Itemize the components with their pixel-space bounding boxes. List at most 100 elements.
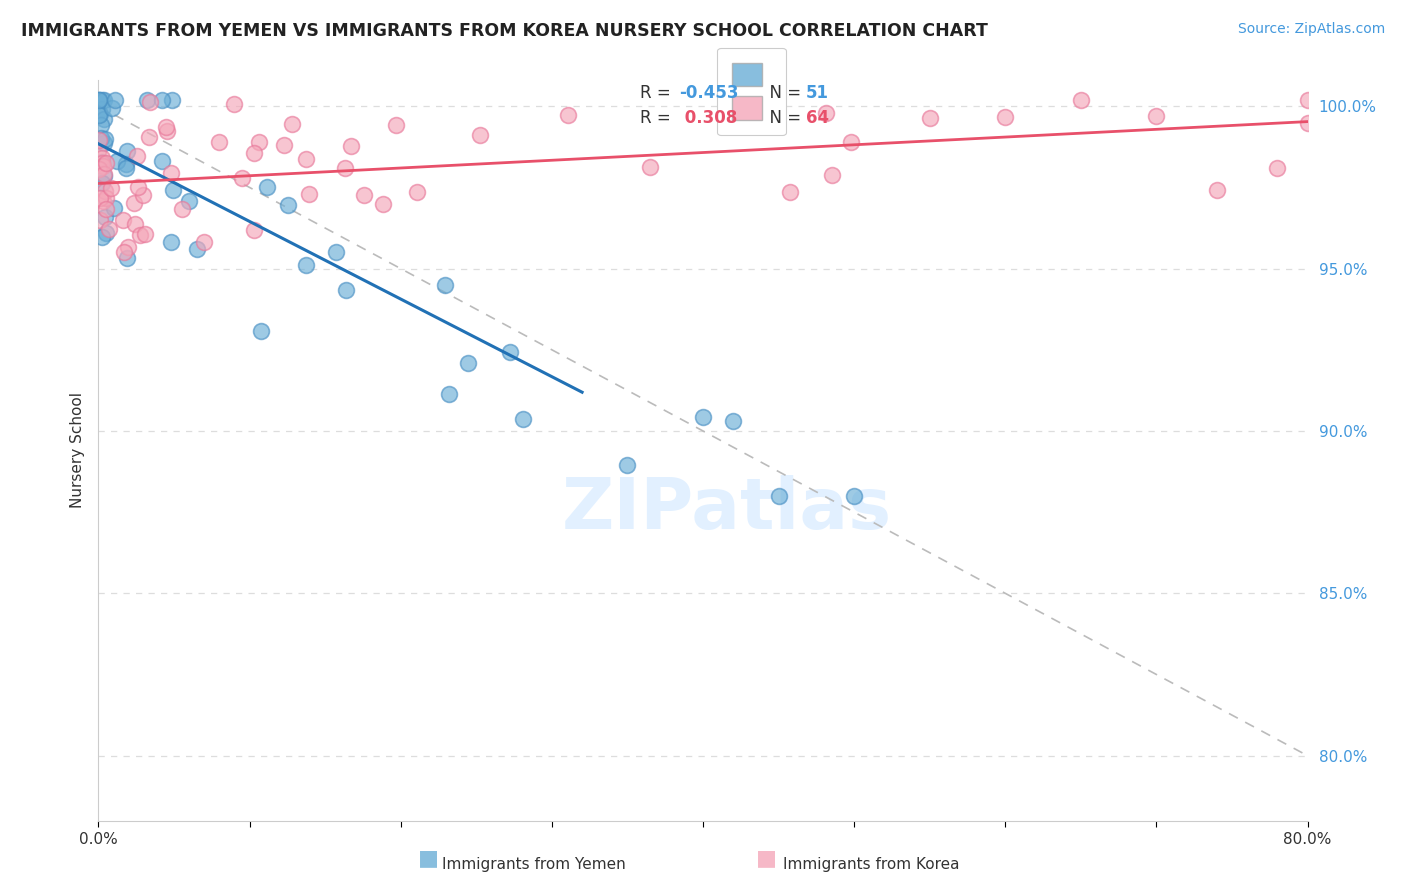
Point xyxy=(193,235,215,249)
Point xyxy=(340,138,363,153)
Point xyxy=(91,160,114,174)
Point xyxy=(90,131,112,145)
Y-axis label: Nursery School: Nursery School xyxy=(69,392,84,508)
Point xyxy=(281,117,304,131)
Point xyxy=(434,278,457,293)
Point xyxy=(115,156,138,170)
Point xyxy=(89,107,111,121)
Point xyxy=(139,95,162,110)
Point xyxy=(124,217,146,231)
Text: -0.453: -0.453 xyxy=(679,84,738,102)
Point xyxy=(231,170,253,185)
Point xyxy=(94,132,117,146)
Point xyxy=(839,136,862,150)
Point xyxy=(498,345,520,359)
Point xyxy=(242,223,264,237)
Text: ■: ■ xyxy=(419,848,439,868)
Point xyxy=(103,201,125,215)
Point xyxy=(256,180,278,194)
Point xyxy=(104,93,127,107)
Point xyxy=(97,222,120,236)
Point xyxy=(89,191,111,205)
Point xyxy=(1296,116,1319,130)
Point xyxy=(115,145,138,159)
Text: Immigrants from Korea: Immigrants from Korea xyxy=(783,857,960,872)
Text: R =: R = xyxy=(640,109,676,127)
Point xyxy=(94,227,117,241)
Point xyxy=(122,196,145,211)
Point xyxy=(325,245,347,260)
Text: ■: ■ xyxy=(756,848,776,868)
Point xyxy=(844,489,866,503)
Point xyxy=(723,414,745,428)
Point xyxy=(128,228,150,243)
Point xyxy=(242,146,264,161)
Text: 64: 64 xyxy=(806,109,828,127)
Point xyxy=(170,202,193,217)
Point xyxy=(512,411,534,425)
Point xyxy=(150,93,173,107)
Point xyxy=(692,409,714,424)
Point xyxy=(273,138,295,153)
Point xyxy=(371,197,394,211)
Point xyxy=(186,243,208,257)
Point xyxy=(117,240,139,254)
Text: ZIPatlas: ZIPatlas xyxy=(562,475,893,544)
Point xyxy=(333,161,356,175)
Point xyxy=(136,93,159,107)
Point xyxy=(101,101,124,115)
Point xyxy=(247,135,270,149)
Point xyxy=(207,135,229,149)
Point xyxy=(89,162,111,177)
Point xyxy=(90,118,112,132)
Point xyxy=(93,93,115,107)
Point xyxy=(638,160,661,174)
Point xyxy=(224,96,246,111)
Text: Immigrants from Yemen: Immigrants from Yemen xyxy=(443,857,626,872)
Point xyxy=(93,112,115,126)
Text: 51: 51 xyxy=(806,84,828,102)
Point xyxy=(162,184,184,198)
Point xyxy=(994,110,1017,124)
Point xyxy=(1267,161,1289,175)
Point xyxy=(159,166,181,180)
Point xyxy=(127,179,149,194)
Point xyxy=(131,188,153,202)
Point xyxy=(470,128,492,143)
Point xyxy=(353,188,375,202)
Text: R =: R = xyxy=(640,84,676,102)
Point xyxy=(111,213,134,227)
Point xyxy=(437,386,460,401)
Point xyxy=(87,133,110,147)
Point xyxy=(94,191,117,205)
Point xyxy=(100,180,122,194)
Point xyxy=(87,145,110,159)
Point xyxy=(91,155,114,169)
Point xyxy=(250,324,273,338)
Text: N =: N = xyxy=(759,109,807,127)
Point xyxy=(405,186,427,200)
Point xyxy=(115,161,138,175)
Point xyxy=(91,230,114,244)
Point xyxy=(87,93,110,107)
Point xyxy=(616,458,638,472)
Text: 0.308: 0.308 xyxy=(679,109,737,127)
Point xyxy=(298,186,321,201)
Point xyxy=(91,102,114,116)
Text: Source: ZipAtlas.com: Source: ZipAtlas.com xyxy=(1237,22,1385,37)
Point xyxy=(1070,93,1092,107)
Point xyxy=(557,108,579,122)
Point xyxy=(93,185,115,199)
Point xyxy=(90,156,112,170)
Point xyxy=(779,185,801,199)
Point xyxy=(93,167,115,181)
Point xyxy=(90,152,112,166)
Point xyxy=(385,118,408,132)
Point xyxy=(94,210,117,224)
Point xyxy=(821,168,844,182)
Text: IMMIGRANTS FROM YEMEN VS IMMIGRANTS FROM KOREA NURSERY SCHOOL CORRELATION CHART: IMMIGRANTS FROM YEMEN VS IMMIGRANTS FROM… xyxy=(21,22,988,40)
Point xyxy=(277,197,299,211)
Point xyxy=(127,149,149,163)
Point xyxy=(87,93,110,107)
Point xyxy=(768,489,790,503)
